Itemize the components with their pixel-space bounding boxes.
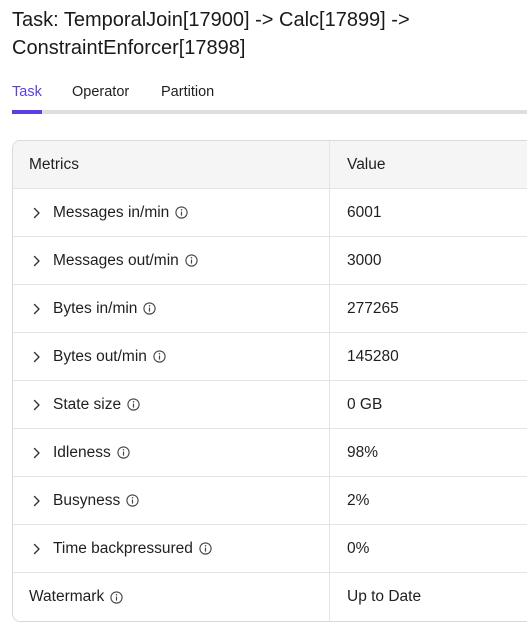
metric-cell: Time backpressured	[13, 525, 329, 572]
table-row[interactable]: Messages in/min 6001	[13, 189, 527, 237]
metric-label: Idleness	[53, 443, 111, 461]
table-row[interactable]: Messages out/min 3000	[13, 237, 527, 285]
table-header-row: Metrics Value	[13, 141, 527, 189]
tab-divider	[12, 110, 527, 114]
chevron-right-icon[interactable]	[29, 493, 53, 509]
info-circle-icon[interactable]	[117, 446, 130, 459]
metric-label: Bytes in/min	[53, 299, 138, 317]
metric-cell: Busyness	[13, 477, 329, 524]
metric-label: Messages out/min	[53, 251, 179, 269]
metric-value: 3000	[329, 237, 527, 284]
tab-bar: Task Operator Partition	[0, 76, 527, 114]
chevron-right-icon[interactable]	[29, 205, 53, 221]
tab-task[interactable]: Task	[12, 76, 42, 112]
chevron-right-icon[interactable]	[29, 301, 53, 317]
page-title: Task: TemporalJoin[17900] -> Calc[17899]…	[12, 9, 410, 59]
chevron-right-icon[interactable]	[29, 397, 53, 413]
table-row[interactable]: Idleness 98%	[13, 429, 527, 477]
table-row[interactable]: Time backpressured 0%	[13, 525, 527, 573]
info-circle-icon[interactable]	[110, 590, 123, 604]
header-value: Value	[329, 141, 527, 188]
metric-value: 0 GB	[329, 381, 527, 428]
header-metrics: Metrics	[29, 155, 79, 173]
metric-value: 2%	[329, 477, 527, 524]
metric-label: Busyness	[53, 491, 121, 509]
metric-label: Watermark	[29, 588, 105, 605]
table-row[interactable]: State size 0 GB	[13, 381, 527, 429]
metric-label: Bytes out/min	[53, 347, 147, 365]
info-circle-icon[interactable]	[175, 206, 188, 219]
metric-label: Time backpressured	[53, 539, 193, 557]
info-circle-icon[interactable]	[153, 350, 166, 363]
table-row[interactable]: Bytes out/min 145280	[13, 333, 527, 381]
metric-value: 98%	[329, 429, 527, 476]
metric-value: 277265	[329, 285, 527, 332]
metric-cell: State size	[13, 381, 329, 428]
chevron-right-icon[interactable]	[29, 253, 53, 269]
metrics-table: Metrics Value Messages in/min 6001 Messa…	[12, 140, 527, 622]
chevron-right-icon[interactable]	[29, 541, 53, 557]
tab-partition-label: Partition	[161, 84, 215, 100]
metric-label: State size	[53, 395, 122, 413]
info-circle-icon[interactable]	[185, 254, 198, 267]
tab-operator-label: Operator	[72, 84, 130, 100]
info-circle-icon[interactable]	[126, 494, 139, 507]
metric-value: 0%	[329, 525, 527, 572]
chevron-right-icon[interactable]	[29, 349, 53, 365]
info-circle-icon[interactable]	[199, 542, 212, 555]
metric-cell: Bytes in/min	[13, 285, 329, 332]
metric-value: 145280	[329, 333, 527, 380]
metric-value: Up to Date	[329, 573, 527, 621]
metric-cell: Idleness	[13, 429, 329, 476]
tab-operator[interactable]: Operator	[72, 76, 129, 112]
metric-cell: Watermark	[13, 573, 329, 621]
table-row: Watermark Up to Date	[13, 573, 527, 621]
metric-value: 6001	[329, 189, 527, 236]
info-circle-icon[interactable]	[143, 302, 157, 315]
chevron-right-icon[interactable]	[29, 445, 53, 461]
metric-cell: Messages out/min	[13, 237, 329, 284]
tab-active-indicator	[12, 110, 42, 114]
metric-label: Messages in/min	[53, 203, 170, 221]
tab-partition[interactable]: Partition	[161, 76, 214, 112]
metric-cell: Messages in/min	[13, 189, 329, 236]
metric-cell: Bytes out/min	[13, 333, 329, 380]
tab-task-label: Task	[12, 84, 42, 100]
table-row[interactable]: Bytes in/min 277265	[13, 285, 527, 333]
info-circle-icon[interactable]	[127, 398, 140, 411]
table-row[interactable]: Busyness 2%	[13, 477, 527, 525]
